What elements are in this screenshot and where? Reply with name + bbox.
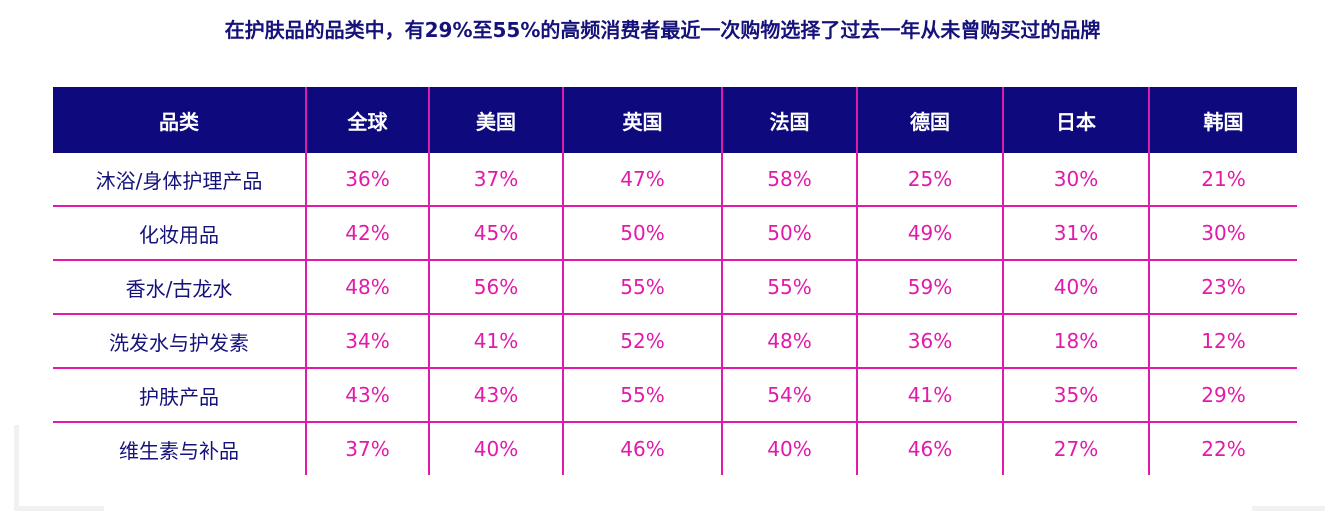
- value-cell: 31%: [1002, 205, 1149, 260]
- value-cell: 23%: [1148, 259, 1297, 314]
- value-cell: 30%: [1002, 153, 1149, 206]
- value-cell: 40%: [428, 421, 563, 475]
- data-table: 品类 全球 美国 英国 法国 德国 日本 韩国 沐浴/身体护理产品 36% 37% 4…: [53, 87, 1297, 475]
- value-cell: 30%: [1148, 205, 1297, 260]
- header-cell: 品类: [53, 87, 306, 153]
- value-cell: 50%: [721, 205, 857, 260]
- chart-title: 在护肤品的品类中，有29%至55%的高频消费者最近一次购物选择了过去一年从未曾购…: [224, 18, 1101, 42]
- value-cell: 40%: [1002, 259, 1149, 314]
- value-cell: 48%: [305, 259, 429, 314]
- value-cell: 12%: [1148, 313, 1297, 368]
- decorative-corner-left: [14, 425, 19, 510]
- value-cell: 22%: [1148, 421, 1297, 475]
- decorative-corner-right: [1252, 506, 1325, 511]
- header-cell: 德国: [856, 87, 1003, 153]
- category-cell: 维生素与补品: [53, 421, 306, 475]
- table-row: 沐浴/身体护理产品 36% 37% 47% 58% 25% 30% 21%: [53, 153, 1297, 206]
- value-cell: 54%: [721, 367, 857, 422]
- header-cell: 法国: [721, 87, 857, 153]
- category-cell: 化妆用品: [53, 205, 306, 260]
- value-cell: 46%: [562, 421, 722, 475]
- table-body: 品类 全球 美国 英国 法国 德国 日本 韩国 沐浴/身体护理产品 36% 37% 4…: [53, 87, 1297, 475]
- value-cell: 43%: [428, 367, 563, 422]
- decorative-corner-bottom: [14, 506, 104, 511]
- header-cell: 美国: [428, 87, 563, 153]
- value-cell: 37%: [305, 421, 429, 475]
- value-cell: 47%: [562, 153, 722, 206]
- header-cell: 韩国: [1148, 87, 1297, 153]
- value-cell: 35%: [1002, 367, 1149, 422]
- value-cell: 55%: [721, 259, 857, 314]
- value-cell: 18%: [1002, 313, 1149, 368]
- category-cell: 香水/古龙水: [53, 259, 306, 314]
- table-row: 护肤产品 43% 43% 55% 54% 41% 35% 29%: [53, 367, 1297, 422]
- value-cell: 55%: [562, 259, 722, 314]
- category-cell: 沐浴/身体护理产品: [95, 168, 263, 193]
- category-cell: 护肤产品: [53, 367, 306, 422]
- value-cell: 34%: [305, 313, 429, 368]
- value-cell: 55%: [562, 367, 722, 422]
- value-cell: 52%: [562, 313, 722, 368]
- value-cell: 46%: [856, 421, 1003, 475]
- value-cell: 41%: [856, 367, 1003, 422]
- value-cell: 41%: [428, 313, 563, 368]
- header-row: 品类 全球 美国 英国 法国 德国 日本 韩国: [53, 87, 1297, 153]
- value-cell: 50%: [562, 205, 722, 260]
- value-cell: 36%: [305, 153, 429, 206]
- header-cell: 英国: [562, 87, 722, 153]
- value-cell: 45%: [428, 205, 563, 260]
- value-cell: 37%: [428, 153, 563, 206]
- value-cell: 58%: [721, 153, 857, 206]
- table-row: 香水/古龙水 48% 56% 55% 55% 59% 40% 23%: [53, 259, 1297, 314]
- header-cell: 日本: [1002, 87, 1149, 153]
- header-cell: 全球: [305, 87, 429, 153]
- value-cell: 25%: [856, 153, 1003, 206]
- value-cell: 43%: [305, 367, 429, 422]
- value-cell: 27%: [1002, 421, 1149, 475]
- table-row: 化妆用品 42% 45% 50% 50% 49% 31% 30%: [53, 205, 1297, 260]
- value-cell: 59%: [856, 259, 1003, 314]
- value-cell: 40%: [721, 421, 857, 475]
- category-cell: 洗发水与护发素: [53, 313, 306, 368]
- table-row: 维生素与补品 37% 40% 46% 40% 46% 27% 22%: [53, 421, 1297, 475]
- table-row: 洗发水与护发素 34% 41% 52% 48% 36% 18% 12%: [53, 313, 1297, 368]
- value-cell: 49%: [856, 205, 1003, 260]
- value-cell: 56%: [428, 259, 563, 314]
- value-cell: 48%: [721, 313, 857, 368]
- value-cell: 36%: [856, 313, 1003, 368]
- value-cell: 21%: [1148, 153, 1297, 206]
- value-cell: 42%: [305, 205, 429, 260]
- value-cell: 29%: [1148, 367, 1297, 422]
